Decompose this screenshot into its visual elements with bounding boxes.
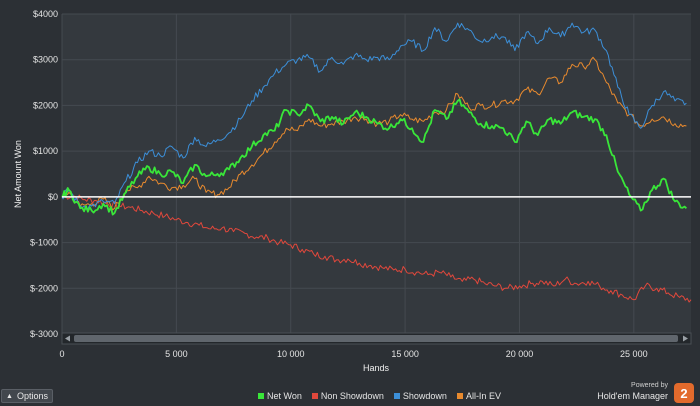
legend-item-non-showdown[interactable]: Non Showdown — [311, 391, 384, 401]
powered-by-text: Powered by — [631, 382, 668, 389]
y-axis-title: Net Amount Won — [13, 140, 23, 208]
x-tick-label: 25 000 — [620, 349, 648, 359]
legend-swatch — [311, 393, 318, 399]
y-tick-label: $3000 — [33, 55, 58, 65]
y-tick-label: $0 — [48, 192, 58, 202]
legend-item-showdown[interactable]: Showdown — [393, 391, 447, 401]
legend-label: All-In EV — [465, 391, 501, 401]
series-line-showdown — [61, 22, 687, 210]
caret-up-icon: ▲ — [6, 392, 13, 400]
series-lines — [61, 22, 692, 303]
scroll-right-arrow-icon[interactable] — [683, 335, 688, 342]
legend-item-all-in-ev[interactable]: All-In EV — [456, 391, 501, 401]
options-button[interactable]: ▲ Options — [1, 389, 53, 403]
product-name: Hold'em Manager — [597, 391, 668, 401]
legend-swatch — [393, 393, 400, 399]
legend-item-net-won[interactable]: Net Won — [258, 391, 302, 401]
legend-label: Showdown — [402, 391, 447, 401]
y-tick-label: $-2000 — [30, 283, 58, 293]
y-tick-labels: $-3000 $-2000 $-1000 $0 $1000 $2000 $3000 $4000 — [30, 9, 58, 339]
series-line-net-won — [61, 98, 688, 216]
chart-area: $-3000 $-2000 $-1000 $0 $1000 $2000 $3000 $4000… — [13, 9, 692, 373]
x-tick-labels: 0 5 000 10 000 15 000 20 000 25 000 — [59, 349, 647, 359]
scroll-left-arrow-icon[interactable] — [65, 335, 70, 342]
y-tick-label: $4000 — [33, 9, 58, 19]
x-tick-label: 10 000 — [277, 349, 305, 359]
chart-legend: Net Won Non Showdown Showdown All-In EV — [258, 389, 501, 403]
y-tick-label: $-3000 — [30, 329, 58, 339]
legend-label: Non Showdown — [320, 391, 384, 401]
y-tick-label: $-1000 — [30, 238, 58, 248]
legend-swatch — [456, 393, 463, 399]
y-tick-label: $2000 — [33, 100, 58, 110]
branding: Powered by Hold'em Manager 2 — [584, 381, 694, 405]
series-line-non-showdown — [61, 194, 692, 303]
legend-swatch — [258, 393, 264, 399]
x-tick-label: 15 000 — [391, 349, 419, 359]
x-tick-label: 20 000 — [506, 349, 534, 359]
horizontal-scrollbar[interactable] — [61, 332, 692, 345]
scrollbar-thumb[interactable] — [74, 335, 678, 342]
legend-label: Net Won — [267, 391, 302, 401]
y-tick-label: $1000 — [33, 146, 58, 156]
x-tick-label: 0 — [59, 349, 64, 359]
x-axis-title: Hands — [363, 363, 390, 373]
x-tick-label: 5 000 — [165, 349, 188, 359]
options-label: Options — [16, 391, 48, 401]
hm2-logo-icon: 2 — [674, 383, 694, 403]
grid-lines — [61, 13, 691, 335]
